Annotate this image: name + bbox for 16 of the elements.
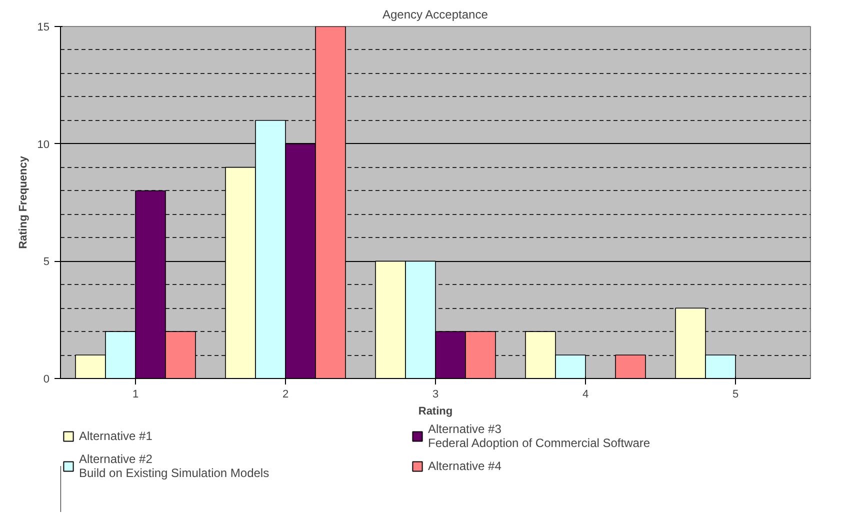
x-axis-title: Rating: [418, 406, 453, 418]
chart-title: Agency Acceptance: [382, 8, 488, 22]
y-tick-label: 15: [37, 22, 50, 34]
y-tick-label: 5: [43, 256, 50, 268]
x-tick-label: 3: [432, 388, 439, 400]
y-axis-title: Rating Frequency: [17, 155, 30, 249]
x-tick-label: 4: [582, 388, 589, 400]
x-tick-label: 2: [282, 388, 289, 400]
y-tick-label: 10: [37, 138, 50, 151]
legend-label: Alternative #3 Federal Adoption of Commercial Software: [428, 422, 652, 450]
legend-label: Alternative #2 Build on Existing Simulation Models: [79, 452, 270, 480]
legend-label: Alternative #1: [79, 428, 154, 445]
x-tick-label: 5: [732, 388, 739, 400]
legend-label: Alternative #4: [428, 458, 502, 475]
y-tick-label: 0: [43, 374, 50, 386]
x-tick-label: 1: [132, 388, 139, 400]
